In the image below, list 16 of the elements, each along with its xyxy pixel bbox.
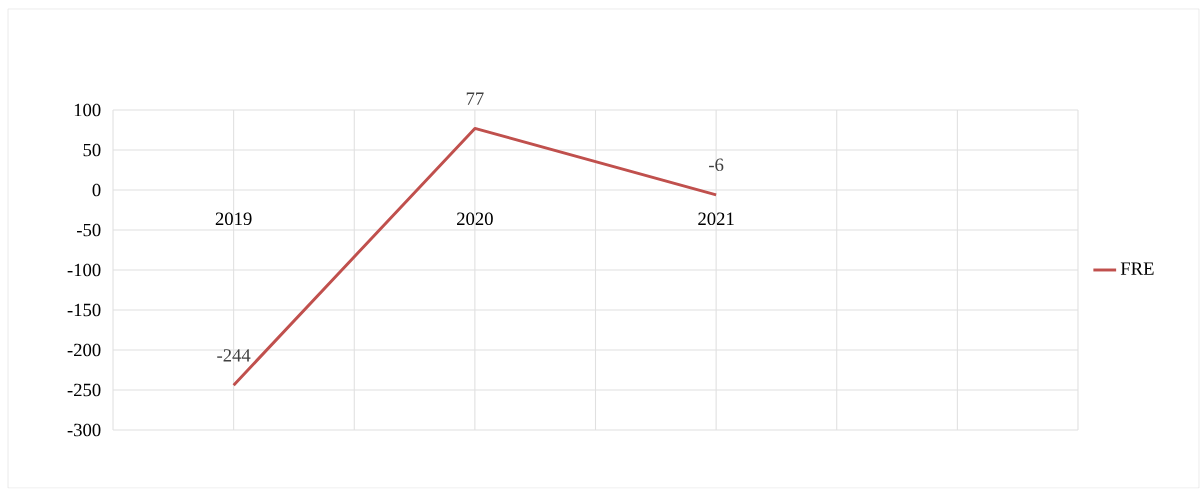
data-label: 77 — [466, 92, 484, 105]
y-tick-label: -200 — [67, 343, 101, 357]
y-tick-label: -100 — [67, 263, 101, 277]
x-tick-label: 2021 — [698, 212, 734, 226]
legend-label: FRE — [1120, 262, 1154, 275]
data-label: -244 — [217, 349, 251, 362]
y-tick-label: 50 — [83, 143, 101, 157]
x-tick-label: 2020 — [457, 212, 493, 226]
y-tick-label: -150 — [67, 303, 101, 317]
y-tick-label: -50 — [77, 223, 101, 237]
y-tick-label: -300 — [67, 423, 101, 437]
data-label: -6 — [709, 158, 724, 172]
y-tick-label: -250 — [67, 383, 101, 397]
y-tick-label: 100 — [74, 103, 101, 117]
y-tick-label: 0 — [92, 183, 101, 197]
x-tick-label: 2019 — [215, 212, 252, 226]
